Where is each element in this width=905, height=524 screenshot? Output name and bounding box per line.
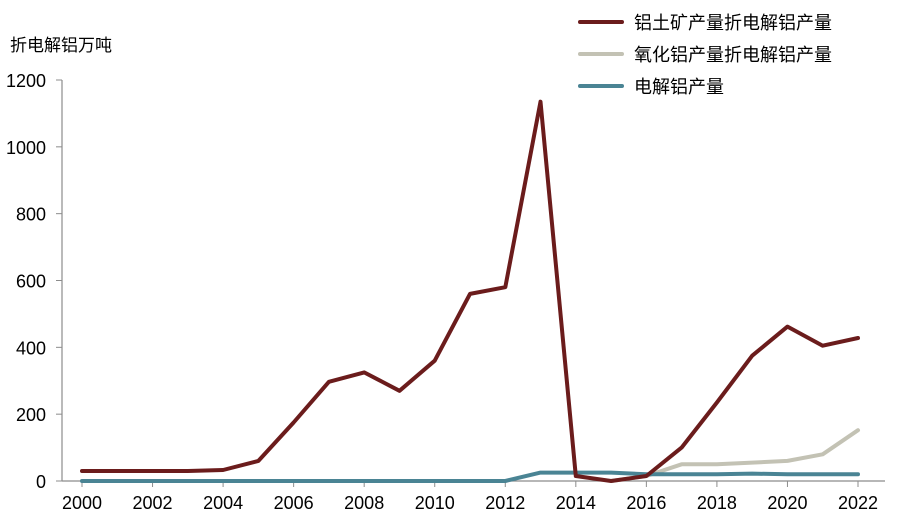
series-line-electrolytic xyxy=(80,470,860,483)
y-tick-label: 1000 xyxy=(6,138,46,158)
x-tick-label: 2022 xyxy=(838,493,878,513)
x-tick-label: 2004 xyxy=(203,493,243,513)
series-layer xyxy=(80,99,860,483)
y-tick-label: 0 xyxy=(36,472,46,492)
axes xyxy=(56,79,885,487)
legend-swatch-alumina xyxy=(578,52,624,56)
legend-swatch-bauxite xyxy=(578,20,624,24)
legend-swatch-electrolytic xyxy=(578,84,624,88)
legend-label-electrolytic: 电解铝产量 xyxy=(634,77,724,98)
y-tick-label: 1200 xyxy=(6,71,46,91)
y-tick-label: 800 xyxy=(16,205,46,225)
x-tick-label: 2010 xyxy=(415,493,455,513)
y-axis-label: 折电解铝万吨 xyxy=(10,36,112,56)
legend: 铝土矿产量折电解铝产量 氧化铝产量折电解铝产量 电解铝产量 xyxy=(578,6,832,102)
x-tick-label: 2018 xyxy=(697,493,737,513)
x-tick-label: 2006 xyxy=(274,493,314,513)
x-tick-label: 2000 xyxy=(62,493,102,513)
x-tick-label: 2012 xyxy=(485,493,525,513)
legend-label-bauxite: 铝土矿产量折电解铝产量 xyxy=(634,13,832,34)
legend-item-alumina: 氧化铝产量折电解铝产量 xyxy=(578,38,832,70)
x-tick-label: 2002 xyxy=(133,493,173,513)
y-tick-label: 400 xyxy=(16,338,46,358)
legend-label-alumina: 氧化铝产量折电解铝产量 xyxy=(634,45,832,66)
y-tick-label: 600 xyxy=(16,272,46,292)
series-line-bauxite xyxy=(80,99,860,483)
x-tick-label: 2020 xyxy=(767,493,807,513)
x-tick-label: 2014 xyxy=(556,493,596,513)
legend-item-electrolytic: 电解铝产量 xyxy=(578,70,832,102)
x-tick-label: 2016 xyxy=(626,493,666,513)
legend-item-bauxite: 铝土矿产量折电解铝产量 xyxy=(578,6,832,38)
x-tick-label: 2008 xyxy=(344,493,384,513)
y-tick-label: 200 xyxy=(16,405,46,425)
tick-labels: 0 200 400 600 800 1000 1200 2000 2002 2004 2006 200… xyxy=(6,71,878,513)
